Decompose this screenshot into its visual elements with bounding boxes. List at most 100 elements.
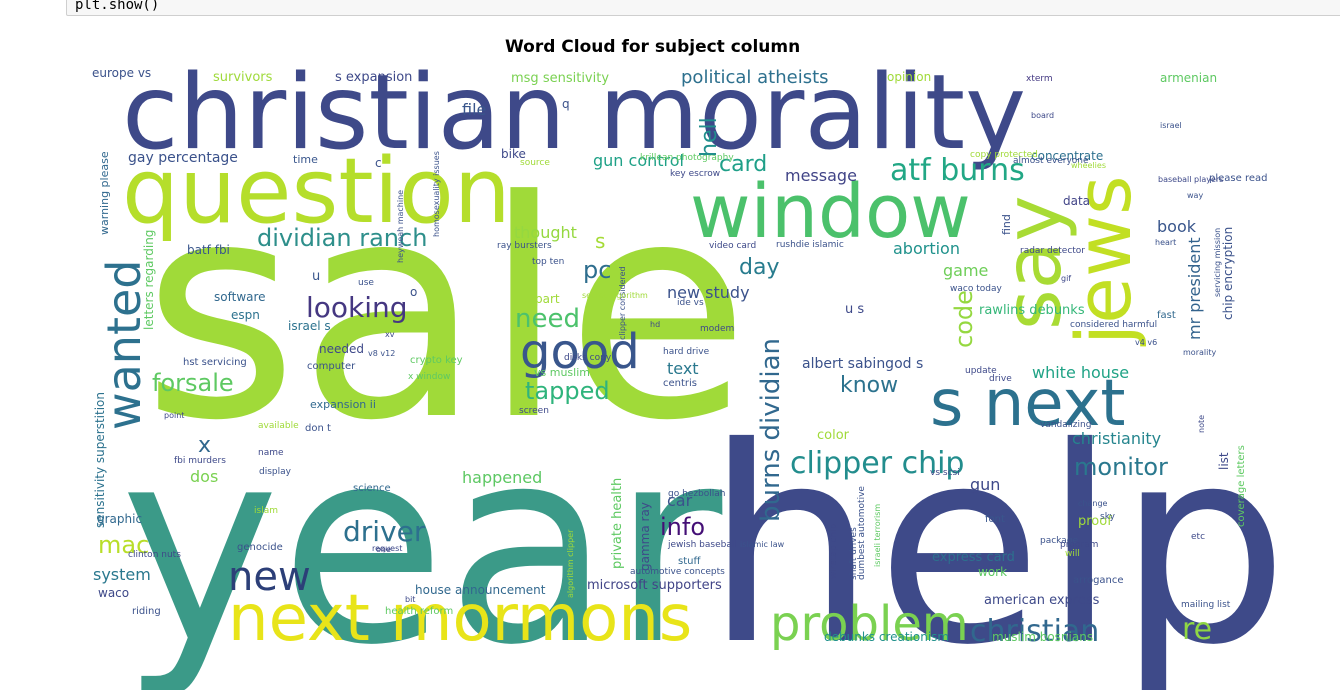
word-heart: heart	[1155, 238, 1176, 247]
word-gun-control: gun control	[593, 151, 684, 170]
word-vs-muslim: vs muslim	[534, 366, 590, 379]
word-hell: hell	[697, 117, 722, 157]
word-bit: bit	[405, 595, 415, 604]
word-science: science	[353, 483, 391, 494]
word-considered-harmful: considered harmful	[1070, 320, 1157, 330]
word-program: program	[1060, 540, 1098, 550]
word-genocide: genocide	[237, 542, 283, 553]
word-krillean-photography: krillean photography	[640, 153, 734, 163]
word-espn: espn	[231, 308, 260, 322]
word-way: way	[1187, 191, 1203, 200]
word-radar-detector: radar detector	[1020, 246, 1085, 256]
word-mr-president: mr president	[1185, 237, 1204, 340]
word-computer: computer	[307, 361, 356, 372]
word-tapped: tapped	[525, 377, 610, 405]
word-info: info	[660, 513, 705, 541]
word-chip-encryption: chip encryption	[1221, 227, 1235, 320]
word-gif: gif	[1061, 274, 1071, 283]
word-fast: fast	[1157, 310, 1176, 321]
word-display: display	[259, 467, 292, 477]
word-know: know	[840, 373, 898, 398]
word-hst-servicing: hst servicing	[183, 357, 247, 368]
word-thought: thought	[514, 223, 577, 242]
word-arrogance: arrogance	[1073, 575, 1124, 586]
word-vandalizing: vandalizing	[1040, 420, 1091, 430]
word-clipper-chip: clipper chip	[790, 446, 964, 481]
word-v8-v12: v8 v12	[368, 349, 395, 358]
word-white-house: white house	[1032, 363, 1129, 382]
word-gay-percentage: gay percentage	[128, 150, 238, 166]
word-american-express: american express	[984, 593, 1100, 608]
word-expansion-ii: expansion ii	[310, 398, 376, 411]
word-europe-vs: europe vs	[92, 66, 151, 80]
word-waco-today: waco today	[950, 284, 1002, 294]
word-forsale: forsale	[152, 369, 234, 397]
word-ray-bursters: ray bursters	[497, 241, 552, 251]
word-rawlins-debunks: rawlins debunks	[979, 303, 1085, 318]
word-dos: dos	[190, 467, 218, 486]
word-crypto-key: crypto key	[410, 355, 463, 366]
word-albert-sabingod-s: albert sabingod s	[802, 356, 923, 372]
word-point: point	[164, 411, 184, 420]
word-riding: riding	[132, 606, 161, 617]
word-gamma-ray: gamma ray	[638, 502, 652, 571]
word-u-s: u s	[845, 302, 864, 317]
word-baseball-players: baseball players	[1158, 175, 1223, 184]
word-system: system	[93, 565, 151, 584]
word-update: update	[965, 366, 997, 376]
word-driver: driver	[343, 515, 426, 548]
word-secret-algorithm: secret algorithm	[582, 291, 648, 300]
word-good: good	[520, 324, 640, 380]
word-msg-sensitivity: msg sensitivity	[511, 71, 609, 86]
word-political-atheists: political atheists	[681, 67, 829, 88]
word-s-next: s next	[930, 367, 1125, 441]
word-almost-everyone: almost everyone	[1013, 156, 1089, 166]
word-top-ten: top ten	[532, 257, 564, 267]
word-time: time	[293, 153, 318, 166]
word-letters-regarding: letters regarding	[142, 230, 156, 330]
word-batf-fbi: batf fbi	[187, 243, 230, 257]
word-use: use	[358, 278, 374, 288]
word-muslim-bosnians: muslim bosnians	[992, 630, 1093, 644]
word-burns-dividian: burns dividian	[756, 338, 786, 522]
word-algorithm-clipper: algorithm clipper	[566, 529, 575, 598]
word-islam: islam	[254, 506, 278, 516]
code-cell[interactable]: plt.show()	[66, 0, 1340, 16]
chart-title: Word Cloud for subject column	[505, 37, 801, 57]
word-dumbest-automotive: dumbest automotive	[857, 486, 867, 580]
word-need: need	[515, 304, 580, 334]
word-day: day	[739, 255, 779, 280]
word-israeli-terrorism: israeli terrorism	[873, 504, 882, 567]
word-u: u	[312, 269, 320, 284]
word-etc: etc	[1191, 532, 1205, 542]
word-vs-scsi: vs scsi	[930, 468, 960, 478]
word-go-hezbollah: go hezbollah	[668, 489, 726, 499]
word-pc: pc	[583, 256, 611, 284]
word-heyweah-machine: heyweah machine	[396, 190, 405, 263]
word-health-reform: health reform	[385, 606, 453, 617]
word-christianity: christianity	[1072, 429, 1161, 448]
word-jews: jews	[1059, 175, 1148, 347]
word-help: help	[705, 389, 1289, 690]
word-automotive-concepts: automotive concepts	[630, 567, 725, 577]
word-centris: centris	[663, 378, 697, 389]
word-ide-vs: ide vs	[677, 298, 704, 308]
word-wheelies: wheelies	[1071, 161, 1106, 170]
word-video-card: video card	[709, 241, 756, 251]
word-part: part	[535, 292, 560, 306]
word-mailing-list: mailing list	[1181, 600, 1231, 610]
word-waco: waco	[98, 586, 129, 600]
word-proof: proof	[1078, 514, 1112, 529]
word-note: note	[1197, 415, 1206, 433]
word-x: x	[198, 433, 211, 458]
word-copy-protected: copy protected	[970, 150, 1038, 160]
word-monitor: monitor	[1074, 453, 1168, 481]
word-warning-please: warning please	[98, 151, 111, 235]
word-modem: modem	[700, 324, 734, 334]
word-will: will	[1065, 549, 1080, 559]
word-islamic-law: islamic law	[740, 540, 785, 549]
word-s: s	[595, 229, 605, 253]
word-find: find	[1000, 214, 1013, 235]
word-board: board	[1031, 111, 1054, 120]
word-clinton-nuts: clinton nuts	[128, 550, 181, 560]
